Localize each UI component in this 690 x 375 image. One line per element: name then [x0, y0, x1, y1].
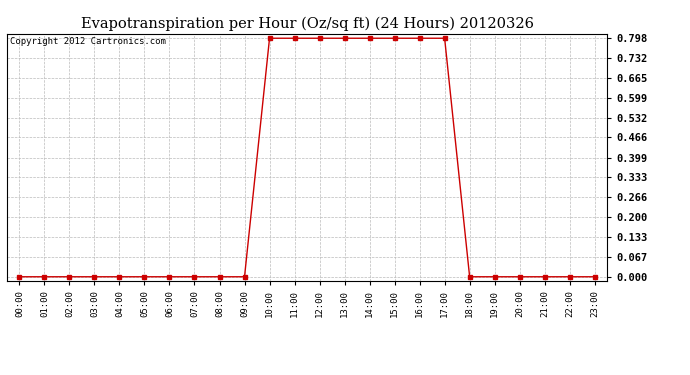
Title: Evapotranspiration per Hour (Oz/sq ft) (24 Hours) 20120326: Evapotranspiration per Hour (Oz/sq ft) (… — [81, 17, 533, 31]
Text: Copyright 2012 Cartronics.com: Copyright 2012 Cartronics.com — [10, 38, 166, 46]
